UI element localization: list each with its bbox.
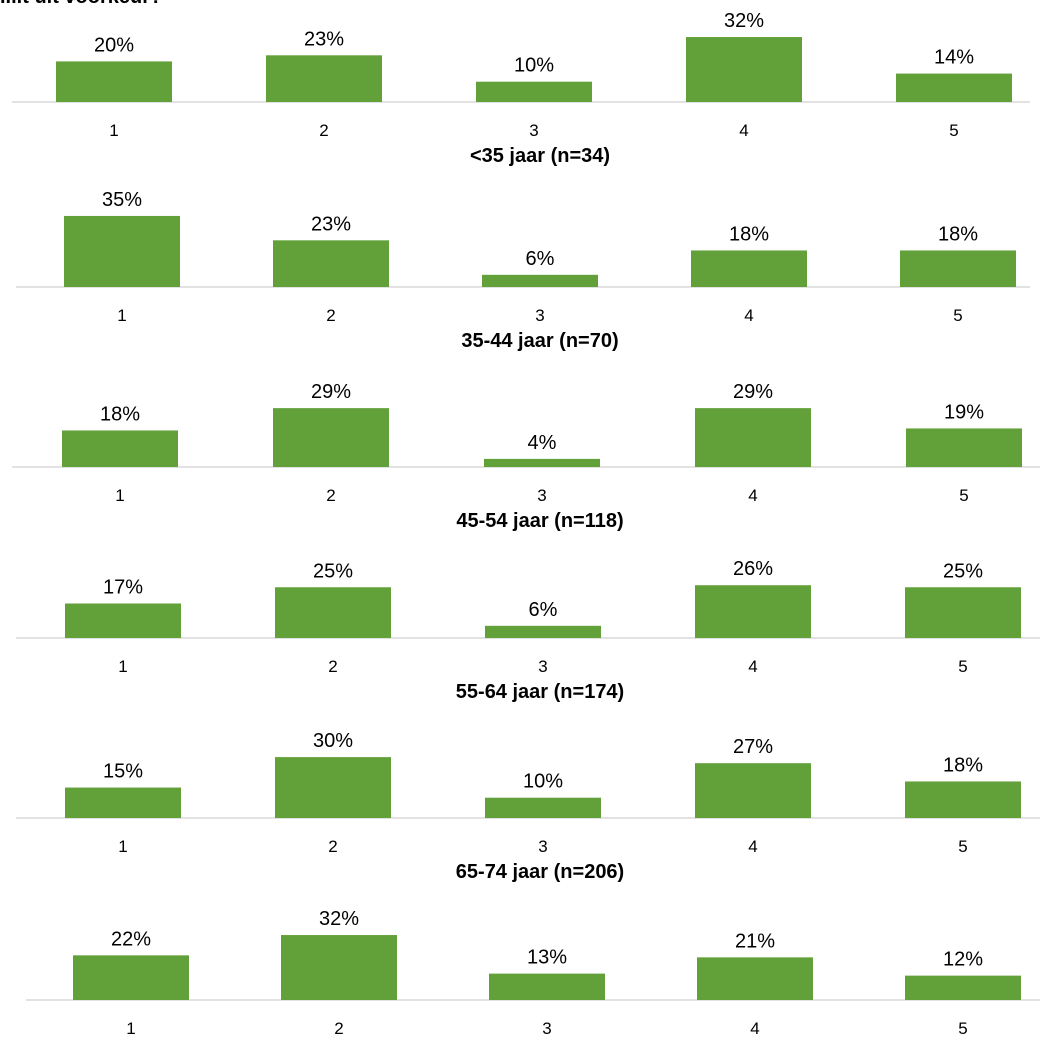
bar-3 <box>485 797 601 818</box>
x-tick-label: 2 <box>326 486 335 505</box>
bar-5 <box>906 428 1022 467</box>
data-label: 17% <box>103 576 143 598</box>
data-label: 12% <box>943 949 983 971</box>
bar-1 <box>56 61 172 102</box>
x-tick-label: 3 <box>537 486 546 505</box>
bar-5 <box>905 781 1021 818</box>
x-tick-label: 5 <box>949 121 958 140</box>
bar-4 <box>695 408 811 467</box>
x-tick-label: 4 <box>744 306 753 325</box>
data-label: 15% <box>103 761 143 783</box>
bar-3 <box>484 458 600 467</box>
data-label: 20% <box>94 34 134 56</box>
data-label: 4% <box>528 432 557 454</box>
data-label: 32% <box>724 10 764 32</box>
data-label: 29% <box>733 381 773 403</box>
x-tick-label: 4 <box>748 657 757 676</box>
x-tick-label: 4 <box>750 1019 759 1038</box>
x-tick-label: 4 <box>748 486 757 505</box>
x-tick-label: 2 <box>328 837 337 856</box>
chart-title: ...it uit voorkeur? <box>0 0 162 9</box>
x-tick-label: 1 <box>118 657 127 676</box>
x-tick-label: 5 <box>958 837 967 856</box>
x-tick-label: 4 <box>739 121 748 140</box>
bar-5 <box>900 250 1016 287</box>
x-tick-label: 5 <box>953 306 962 325</box>
data-label: 29% <box>311 381 351 403</box>
x-tick-label: 1 <box>115 486 124 505</box>
panel-title: 65-74 jaar (n=206) <box>456 861 624 883</box>
bar-3 <box>489 973 605 1000</box>
x-tick-label: 1 <box>109 121 118 140</box>
bar-1 <box>62 430 178 467</box>
x-tick-label: 2 <box>319 121 328 140</box>
panel-title: 55-64 jaar (n=174) <box>456 681 624 703</box>
panel-title: <35 jaar (n=34) <box>470 145 610 167</box>
data-label: 30% <box>313 730 353 752</box>
x-tick-label: 1 <box>117 306 126 325</box>
x-tick-label: 3 <box>535 306 544 325</box>
x-tick-label: 2 <box>334 1019 343 1038</box>
bar-4 <box>686 37 802 102</box>
data-label: 25% <box>313 560 353 582</box>
panel-title: 45-54 jaar (n=118) <box>456 510 623 532</box>
bar-5 <box>896 73 1012 102</box>
x-tick-label: 5 <box>958 657 967 676</box>
data-label: 18% <box>729 223 769 245</box>
data-label: 14% <box>934 47 974 69</box>
data-label: 13% <box>527 947 567 969</box>
bar-1 <box>64 215 180 287</box>
bar-3 <box>482 274 598 287</box>
x-tick-label: 1 <box>126 1019 135 1038</box>
bar-2 <box>273 240 389 287</box>
data-label: 10% <box>514 55 554 77</box>
bar-1 <box>65 787 181 818</box>
bar-2 <box>275 757 391 818</box>
data-label: 22% <box>111 928 151 950</box>
x-tick-label: 3 <box>538 837 547 856</box>
data-label: 10% <box>523 771 563 793</box>
bar-2 <box>266 55 382 102</box>
x-tick-label: 5 <box>959 486 968 505</box>
data-label: 23% <box>304 28 344 50</box>
x-tick-label: 2 <box>326 306 335 325</box>
data-label: 18% <box>943 754 983 776</box>
bar-2 <box>281 935 397 1000</box>
x-tick-label: 1 <box>118 837 127 856</box>
x-tick-label: 5 <box>958 1019 967 1038</box>
data-label: 23% <box>311 213 351 235</box>
data-label: 18% <box>100 403 140 425</box>
bar-5 <box>905 975 1021 1000</box>
bar-4 <box>695 763 811 818</box>
data-label: 6% <box>526 248 555 270</box>
data-label: 6% <box>529 599 558 621</box>
data-label: 18% <box>938 223 978 245</box>
data-label: 32% <box>319 908 359 930</box>
bar-4 <box>695 585 811 638</box>
x-tick-label: 2 <box>328 657 337 676</box>
x-tick-label: 4 <box>748 837 757 856</box>
bar-2 <box>273 408 389 467</box>
x-tick-label: 3 <box>542 1019 551 1038</box>
bar-4 <box>697 957 813 1000</box>
x-tick-label: 3 <box>529 121 538 140</box>
bar-4 <box>691 250 807 287</box>
data-label: 26% <box>733 558 773 580</box>
data-label: 21% <box>735 930 775 952</box>
bar-1 <box>65 603 181 638</box>
bar-2 <box>275 587 391 638</box>
panel-title: 35-44 jaar (n=70) <box>461 330 618 352</box>
data-label: 35% <box>102 189 142 211</box>
data-label: 25% <box>943 560 983 582</box>
data-label: 27% <box>733 736 773 758</box>
bar-3 <box>485 625 601 638</box>
data-label: 19% <box>944 401 984 423</box>
bar-1 <box>73 955 189 1000</box>
bar-5 <box>905 587 1021 638</box>
bar-3 <box>476 81 592 102</box>
x-tick-label: 3 <box>538 657 547 676</box>
